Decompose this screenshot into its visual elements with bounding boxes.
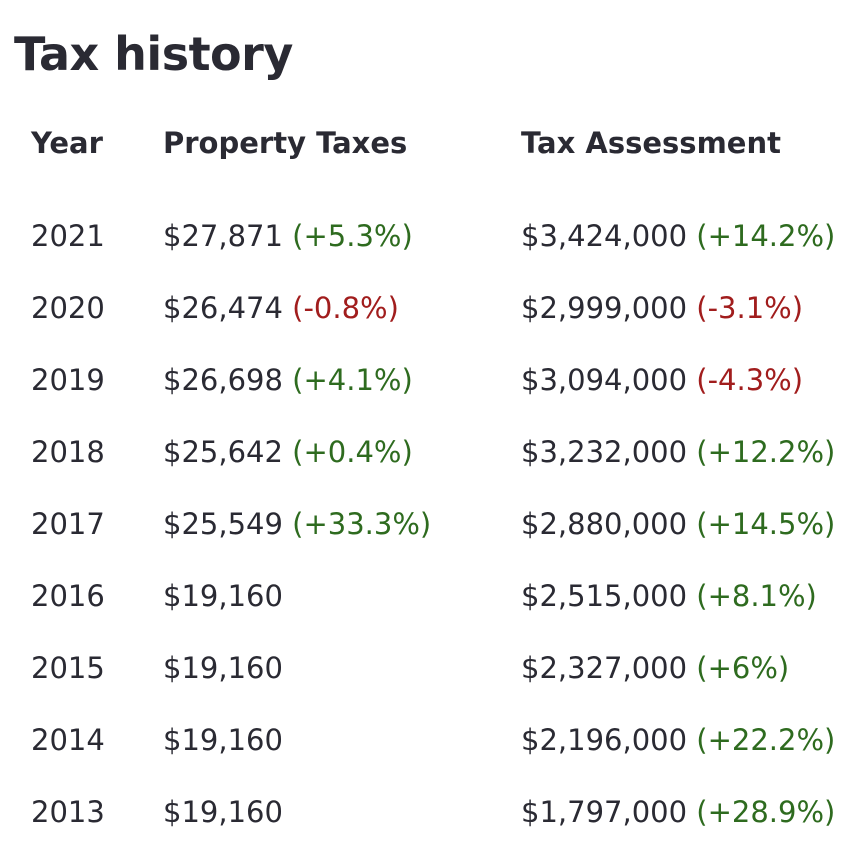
tax-assessment-cell: $3,094,000 (-4.3%): [521, 361, 803, 399]
tax-assessment-value: $1,797,000: [521, 795, 688, 829]
tax-assessment-change: (+14.5%): [696, 507, 836, 541]
tax-assessment-change: (+14.2%): [696, 219, 836, 253]
tax-assessment-cell: $3,232,000 (+12.2%): [521, 433, 835, 471]
year-cell: 2018: [31, 435, 105, 469]
tax-assessment-change: (+6%): [696, 651, 790, 685]
property-taxes-value: $26,698: [163, 363, 283, 397]
property-taxes-value: $25,549: [163, 507, 283, 541]
column-header-property-taxes: Property Taxes: [163, 126, 408, 160]
tax-assessment-value: $3,232,000: [521, 435, 688, 469]
table-row: 2013 $19,160 $1,797,000 (+28.9%): [0, 779, 866, 851]
property-taxes-value: $26,474: [163, 291, 283, 325]
tax-assessment-cell: $3,424,000 (+14.2%): [521, 217, 835, 255]
property-taxes-value: $25,642: [163, 435, 283, 469]
tax-assessment-value: $2,515,000: [521, 579, 688, 613]
tax-assessment-value: $3,094,000: [521, 363, 688, 397]
tax-assessment-change: (-3.1%): [696, 291, 804, 325]
property-taxes-cell: $26,474 (-0.8%): [163, 289, 399, 327]
tax-assessment-cell: $2,196,000 (+22.2%): [521, 721, 835, 759]
table-row: 2017 $25,549 (+33.3%) $2,880,000 (+14.5%): [0, 491, 866, 563]
property-taxes-cell: $26,698 (+4.1%): [163, 361, 413, 399]
property-taxes-cell: $19,160: [163, 721, 283, 759]
property-taxes-value: $19,160: [163, 651, 283, 685]
property-taxes-cell: $19,160: [163, 649, 283, 687]
table-row: 2014 $19,160 $2,196,000 (+22.2%): [0, 707, 866, 779]
tax-assessment-value: $2,880,000: [521, 507, 688, 541]
tax-assessment-change: (+28.9%): [696, 795, 836, 829]
tax-assessment-cell: $2,999,000 (-3.1%): [521, 289, 803, 327]
table-row: 2020 $26,474 (-0.8%) $2,999,000 (-3.1%): [0, 275, 866, 347]
tax-assessment-cell: $1,797,000 (+28.9%): [521, 793, 835, 831]
year-cell: 2019: [31, 363, 105, 397]
tax-assessment-value: $2,327,000: [521, 651, 688, 685]
property-taxes-change: (+4.1%): [292, 363, 413, 397]
property-taxes-cell: $25,642 (+0.4%): [163, 433, 413, 471]
property-taxes-change: (+0.4%): [292, 435, 413, 469]
tax-assessment-change: (-4.3%): [696, 363, 804, 397]
tax-assessment-cell: $2,880,000 (+14.5%): [521, 505, 835, 543]
year-cell: 2013: [31, 795, 105, 829]
property-taxes-cell: $25,549 (+33.3%): [163, 505, 431, 543]
tax-assessment-value: $3,424,000: [521, 219, 688, 253]
property-taxes-value: $19,160: [163, 795, 283, 829]
page-title: Tax history: [14, 27, 293, 81]
tax-assessment-cell: $2,327,000 (+6%): [521, 649, 789, 687]
property-taxes-change: (+33.3%): [292, 507, 432, 541]
tax-assessment-value: $2,999,000: [521, 291, 688, 325]
property-taxes-cell: $19,160: [163, 793, 283, 831]
column-header-tax-assessment: Tax Assessment: [521, 126, 781, 160]
column-header-year: Year: [31, 126, 103, 160]
property-taxes-value: $19,160: [163, 579, 283, 613]
tax-assessment-cell: $2,515,000 (+8.1%): [521, 577, 817, 615]
year-cell: 2021: [31, 219, 105, 253]
property-taxes-change: (-0.8%): [292, 291, 399, 325]
year-cell: 2016: [31, 579, 105, 613]
tax-assessment-change: (+8.1%): [696, 579, 817, 613]
property-taxes-cell: $27,871 (+5.3%): [163, 217, 413, 255]
tax-assessment-value: $2,196,000: [521, 723, 688, 757]
year-cell: 2017: [31, 507, 105, 541]
table-row: 2016 $19,160 $2,515,000 (+8.1%): [0, 563, 866, 635]
year-cell: 2014: [31, 723, 105, 757]
tax-assessment-change: (+22.2%): [696, 723, 836, 757]
property-taxes-change: (+5.3%): [292, 219, 413, 253]
table-row: 2018 $25,642 (+0.4%) $3,232,000 (+12.2%): [0, 419, 866, 491]
year-cell: 2020: [31, 291, 105, 325]
table-row: 2019 $26,698 (+4.1%) $3,094,000 (-4.3%): [0, 347, 866, 419]
table-row: 2021 $27,871 (+5.3%) $3,424,000 (+14.2%): [0, 203, 866, 275]
property-taxes-value: $19,160: [163, 723, 283, 757]
tax-assessment-change: (+12.2%): [696, 435, 836, 469]
year-cell: 2015: [31, 651, 105, 685]
tax-history-table: 2021 $27,871 (+5.3%) $3,424,000 (+14.2%) 20…: [0, 203, 866, 851]
property-taxes-cell: $19,160: [163, 577, 283, 615]
property-taxes-value: $27,871: [163, 219, 283, 253]
table-row: 2015 $19,160 $2,327,000 (+6%): [0, 635, 866, 707]
